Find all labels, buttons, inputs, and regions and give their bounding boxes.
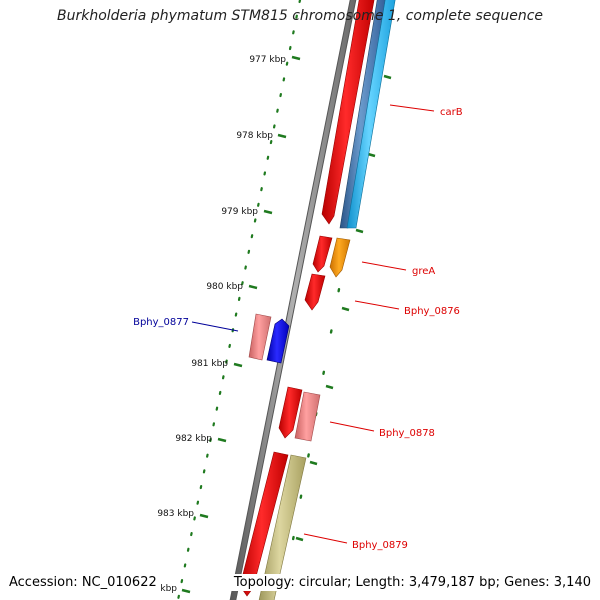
accession-text: Accession: NC_010622: [6, 574, 160, 591]
scale-tick-983: 983 kbp: [157, 509, 209, 519]
gene-label-Bphy_0877[interactable]: Bphy_0877: [133, 317, 189, 328]
Bphy_0878-red-arrow[interactable]: [278, 386, 303, 439]
tick-label-982: 982 kbp: [175, 434, 212, 444]
greA-orange-arrow[interactable]: [329, 237, 351, 278]
tick-label-981: 981 kbp: [191, 359, 228, 369]
tick-label-980: 980 kbp: [206, 282, 243, 292]
Bphy_0879-khaki-bar[interactable]: [258, 454, 307, 600]
scale-tick-978: 978 kbp: [236, 131, 287, 141]
gene-label-Bphy_0879[interactable]: Bphy_0879: [352, 540, 408, 551]
Bphy_0877-pink-bar[interactable]: [248, 313, 272, 361]
gene-features: [239, 0, 396, 600]
gene-label-greA[interactable]: greA: [412, 266, 435, 277]
tick-label-979: 979 kbp: [221, 207, 258, 217]
gene-label-Bphy_0878[interactable]: Bphy_0878: [379, 428, 435, 439]
scale-tick-981: 981 kbp: [191, 359, 243, 369]
Bphy_0878-pink-bar[interactable]: [294, 391, 321, 442]
gene-label-Bphy_0876[interactable]: Bphy_0876: [404, 306, 460, 317]
outer-track-marks: [295, 74, 392, 542]
tick-label-978: 978 kbp: [236, 131, 273, 141]
scale-tick-977: 977 kbp: [249, 55, 301, 65]
gene-label-carB[interactable]: carB: [440, 107, 463, 118]
Bphy_0877-blue-arrow[interactable]: [266, 318, 290, 364]
tick-label-983: 983 kbp: [157, 509, 194, 519]
carB-sky-bar[interactable]: [346, 0, 396, 229]
scale-track: [176, 0, 302, 600]
map-title: Burkholderia phymatum STM815 chromosome …: [56, 8, 543, 24]
gene-labels: carB greA Bphy_0876 Bphy_0877 Bphy_0878 …: [133, 104, 463, 551]
genome-backbone: [229, 0, 357, 600]
Bphy_0876-red-arrow[interactable]: [304, 273, 326, 311]
scale-tick-979: 979 kbp: [221, 207, 273, 217]
tick-label-977: 977 kbp: [249, 55, 286, 65]
greA-red-arrow[interactable]: [312, 235, 333, 273]
scale-tick-982: 982 kbp: [175, 434, 227, 444]
Bphy_0879-red-arrow[interactable]: [239, 451, 289, 597]
carB-red-arrow[interactable]: [321, 0, 375, 225]
genome-summary-text: Topology: circular; Length: 3,479,187 bp…: [230, 574, 594, 591]
scale-tick-980: 980 kbp: [206, 282, 258, 292]
